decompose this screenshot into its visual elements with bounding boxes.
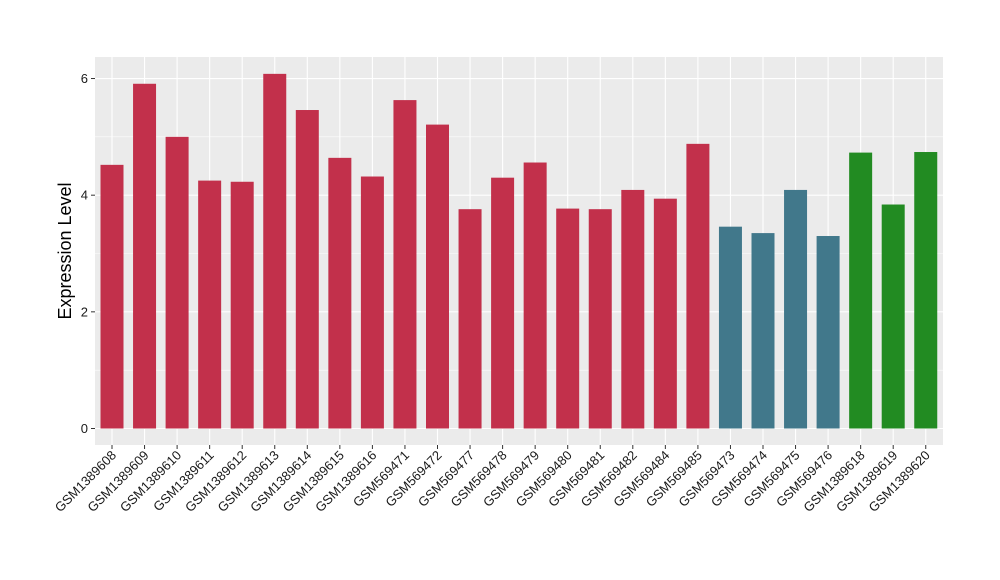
bar-GSM1389615: [328, 157, 352, 429]
bar-GSM569476: [816, 236, 840, 429]
y-tick-label: 0: [81, 421, 88, 436]
bar-GSM569485: [686, 143, 710, 429]
y-tick-label: 2: [81, 304, 88, 319]
y-axis-title: Expression Level: [55, 182, 75, 319]
bar-GSM1389616: [360, 176, 384, 429]
bar-GSM569475: [784, 189, 808, 429]
bar-GSM569481: [588, 209, 612, 429]
bar-GSM1389614: [295, 110, 319, 429]
bar-GSM569484: [653, 198, 677, 429]
y-tick-label: 4: [81, 188, 88, 203]
bar-GSM569482: [621, 189, 645, 429]
bar-GSM569477: [458, 209, 482, 429]
bar-GSM1389609: [133, 83, 157, 429]
bar-GSM1389613: [263, 73, 287, 429]
bar-GSM1389610: [165, 136, 189, 429]
bar-GSM569480: [556, 208, 580, 429]
y-axis: 0 2 4 6: [81, 71, 95, 436]
panel-background: [95, 57, 943, 445]
bar-GSM1389608: [100, 164, 124, 429]
bar-GSM1389620: [914, 152, 938, 429]
bar-GSM1389619: [881, 204, 905, 429]
bar-GSM569473: [718, 226, 742, 429]
bar-GSM569479: [523, 162, 547, 429]
y-tick-label: 6: [81, 71, 88, 86]
x-axis: GSM1389608GSM1389609GSM1389610GSM1389611…: [52, 445, 933, 515]
bar-GSM1389618: [849, 152, 873, 429]
bar-GSM1389611: [198, 180, 222, 429]
bar-GSM569471: [393, 100, 417, 429]
bar-GSM1389612: [230, 181, 254, 429]
bar-GSM569472: [426, 124, 449, 429]
bar-GSM569478: [491, 177, 515, 429]
bar-GSM569474: [751, 233, 775, 429]
bars: [100, 73, 938, 429]
